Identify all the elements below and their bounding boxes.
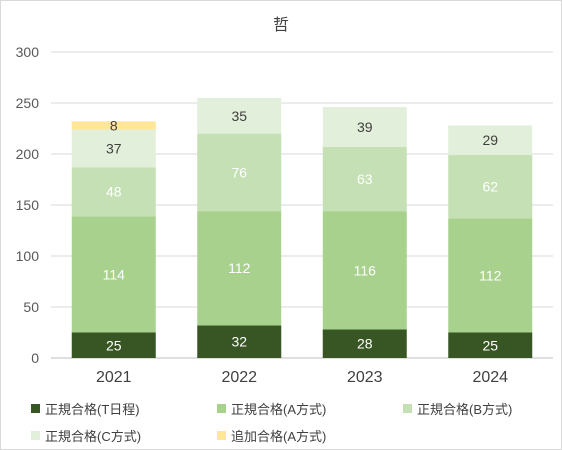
legend-label: 正規合格(B方式) <box>417 402 513 417</box>
data-label: 35 <box>231 108 247 124</box>
bar-segment <box>448 332 533 358</box>
legend-item: 正規合格(B方式) <box>403 399 543 418</box>
legend-swatch <box>31 404 40 413</box>
y-tick-label: 250 <box>16 95 40 111</box>
data-label: 28 <box>357 336 373 352</box>
y-tick-label: 100 <box>16 248 40 264</box>
data-label: 112 <box>228 260 251 276</box>
data-label: 114 <box>103 266 126 282</box>
x-tick-label: 2024 <box>472 369 508 386</box>
bar-segment <box>71 216 156 333</box>
data-label: 8 <box>110 117 118 133</box>
bar-segment <box>197 97 282 134</box>
data-label: 112 <box>479 267 502 283</box>
data-label: 25 <box>482 337 498 353</box>
data-label: 48 <box>106 184 122 200</box>
y-tick-label: 50 <box>23 299 39 315</box>
chart-title: 哲 <box>272 17 289 34</box>
bar-segment <box>71 332 156 358</box>
data-label: 116 <box>354 262 377 278</box>
legend-swatch <box>31 431 40 440</box>
data-label: 37 <box>106 140 122 156</box>
legend-item: 追加合格(A方式) <box>217 426 403 445</box>
legend-swatch <box>403 404 412 413</box>
bar-segment <box>322 211 407 330</box>
x-tick-label: 2022 <box>221 369 257 386</box>
bar-segment <box>448 155 533 219</box>
legend-swatch <box>217 404 226 413</box>
y-tick-label: 200 <box>16 146 40 162</box>
y-tick-label: 0 <box>31 350 39 366</box>
legend-item: 正規合格(C方式) <box>31 426 217 445</box>
legend-item: 正規合格(A方式) <box>217 399 403 418</box>
legend-label: 追加合格(A方式) <box>231 429 327 444</box>
legend-label: 正規合格(C方式) <box>45 429 142 444</box>
data-label: 39 <box>357 119 373 135</box>
legend-swatch <box>217 431 226 440</box>
bar-segment <box>448 125 533 156</box>
x-tick-label: 2023 <box>347 369 383 386</box>
bar-segment <box>71 167 156 217</box>
bar-segment <box>71 121 156 130</box>
y-tick-label: 150 <box>16 197 40 213</box>
bar-segment <box>197 211 282 326</box>
y-tick-label: 300 <box>16 44 40 60</box>
data-label: 63 <box>357 171 373 187</box>
x-tick-label: 2021 <box>96 369 132 386</box>
data-label: 32 <box>231 334 247 350</box>
data-label: 62 <box>482 179 498 195</box>
data-label: 29 <box>482 132 498 148</box>
legend: 正規合格(T日程) 正規合格(A方式) 正規合格(B方式) 正規合格(C方式) 追加合格… <box>31 399 551 445</box>
bar-segment <box>322 107 407 147</box>
bar-segment <box>197 325 282 358</box>
data-label: 25 <box>106 337 122 353</box>
bar-segment <box>448 218 533 333</box>
data-label: 76 <box>231 164 247 180</box>
legend-label: 正規合格(A方式) <box>231 402 327 417</box>
bar-segment <box>197 133 282 212</box>
legend-item: 正規合格(T日程) <box>31 399 217 418</box>
bar-segment <box>322 329 407 358</box>
legend-label: 正規合格(T日程) <box>45 402 140 417</box>
bar-segment <box>71 129 156 168</box>
bar-segment <box>322 146 407 212</box>
